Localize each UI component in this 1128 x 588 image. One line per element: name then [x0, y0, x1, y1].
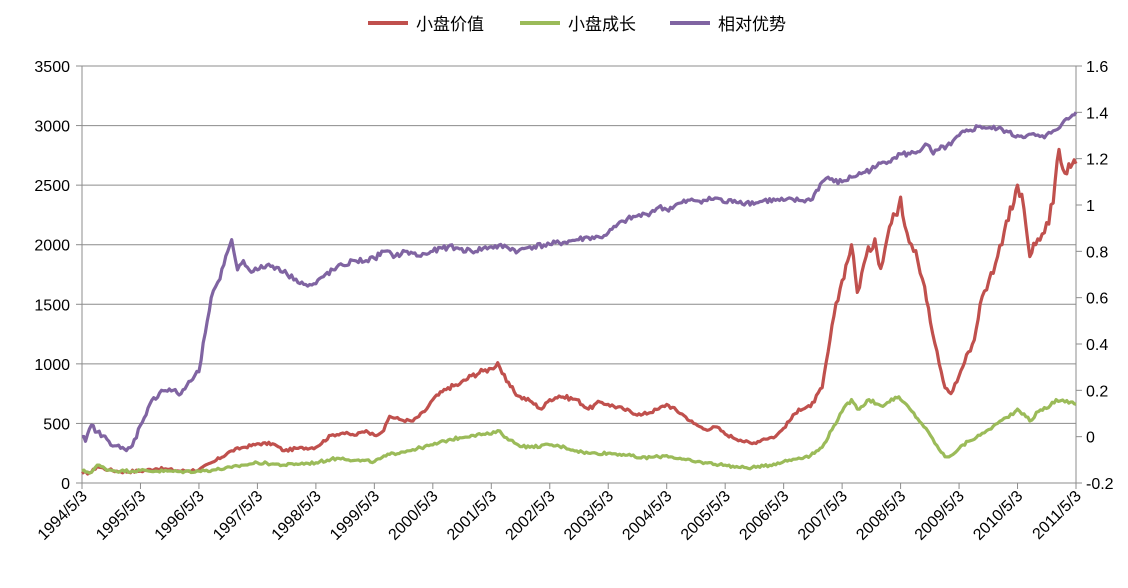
y-right-tick-label: 1.2: [1086, 152, 1108, 169]
y-axis-left-ticks: 0 500 1000 1500 2000 2500 3000 3500: [34, 59, 82, 493]
series-line-3: [81, 111, 1078, 453]
legend-label: 小盘价值: [416, 15, 484, 35]
y-right-tick-label: 0.2: [1086, 383, 1108, 400]
y-left-tick-label: 2500: [34, 178, 70, 195]
y-right-tick-label: 1: [1086, 198, 1095, 215]
y-right-tick-label: 1.6: [1086, 59, 1108, 76]
y-left-tick-label: 1500: [34, 297, 70, 314]
y-left-tick-label: 2000: [34, 238, 70, 255]
y-left-tick-label: 3500: [34, 59, 70, 76]
y-right-tick-label: 0.4: [1086, 337, 1108, 354]
legend: 小盘价值 小盘成长 相对优势: [368, 15, 786, 35]
y-axis-right-ticks: -0.2 0 0.2 0.4 0.6 0.8 1 1.2 1.4 1.6: [1076, 59, 1114, 493]
legend-label: 小盘成长: [568, 15, 636, 35]
y-right-tick-label: 1.4: [1086, 105, 1108, 122]
series-line-2: [81, 395, 1077, 475]
y-right-tick-label: 0: [1086, 430, 1095, 447]
axes: [81, 66, 1077, 484]
legend-label: 相对优势: [718, 15, 786, 35]
y-left-tick-label: 3000: [34, 119, 70, 136]
y-right-tick-label: 0.6: [1086, 291, 1108, 308]
y-left-tick-label: 0: [61, 476, 70, 493]
series-lines: [81, 111, 1078, 476]
y-right-tick-label: -0.2: [1086, 476, 1114, 493]
y-left-tick-label: 500: [43, 416, 70, 433]
series-line-1: [81, 147, 1078, 476]
y-left-tick-label: 1000: [34, 357, 70, 374]
y-right-tick-label: 0.8: [1086, 244, 1108, 261]
